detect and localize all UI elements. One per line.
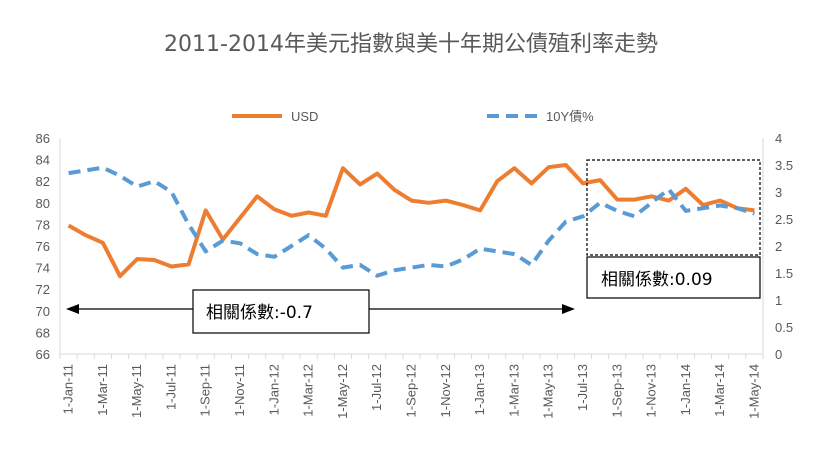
y-left-tick-label: 74 — [36, 261, 50, 276]
x-tick-label: 1-Mar-12 — [301, 364, 316, 417]
x-tick-label: 1-May-11 — [129, 364, 144, 418]
y-right-tick-label: 1 — [775, 293, 782, 308]
x-tick-label: 1-Nov-11 — [232, 364, 247, 417]
x-tick-label: 1-Mar-11 — [95, 364, 110, 416]
x-tick-label: 1-Nov-13 — [644, 364, 659, 417]
arrow-left-head-icon — [66, 304, 79, 314]
x-tick-label: 1-Jul-13 — [575, 364, 590, 411]
x-tick-label: 1-Jan-13 — [472, 364, 487, 415]
x-tick-label: 1-May-14 — [746, 364, 761, 419]
x-tick-label: 1-Sep-13 — [609, 364, 624, 417]
legend: USD 10Y債% — [232, 109, 594, 124]
y-left-tick-label: 68 — [36, 325, 50, 340]
y-left-tick-label: 76 — [36, 239, 50, 254]
right-correlation-text: 相關係數:0.09 — [601, 270, 713, 290]
x-tick-label: 1-Jan-11 — [61, 364, 76, 414]
left-correlation-annotation: 相關係數:-0.7 — [66, 289, 575, 334]
y-left-tick-label: 66 — [36, 347, 50, 362]
y-right-tick-label: 1.5 — [775, 266, 793, 281]
right-correlation-box — [586, 256, 761, 299]
x-tick-label: 1-Mar-13 — [506, 364, 521, 417]
legend-bond-label: 10Y債% — [546, 109, 594, 124]
y-right-tick-label: 3 — [775, 185, 782, 200]
x-tick-label: 1-Sep-12 — [404, 364, 419, 417]
x-tick-label: 1-May-13 — [541, 364, 556, 419]
axes: 66 68 70 72 74 76 78 80 82 84 86 0 0.5 1 1.5 2 2.5 3 3.5 4 1… — [36, 131, 794, 419]
x-tick-label: 1-Nov-12 — [438, 364, 453, 417]
y-right-tick-label: 2.5 — [775, 212, 793, 227]
left-correlation-text: 相關係數:-0.7 — [206, 303, 313, 323]
left-correlation-box — [192, 289, 370, 334]
x-tick-label: 1-Sep-11 — [198, 364, 213, 417]
y-left-tick-label: 78 — [36, 217, 50, 232]
x-tick-label: 1-Jan-12 — [266, 364, 281, 415]
x-tick-label: 1-Jul-11 — [163, 364, 178, 410]
highlight-region-box — [586, 159, 761, 256]
y-left-tick-label: 82 — [36, 174, 50, 189]
legend-usd-label: USD — [291, 109, 318, 124]
y-right-tick-label: 0.5 — [775, 320, 793, 335]
y-left-tick-label: 80 — [36, 196, 50, 211]
right-correlation-annotation: 相關係數:0.09 — [586, 159, 761, 299]
arrow-right-head-icon — [562, 304, 575, 314]
x-tick-label: 1-May-12 — [335, 364, 350, 419]
series-line-usd — [67, 163, 755, 279]
x-tick-label: 1-Mar-14 — [712, 364, 727, 417]
y-right-tick-label: 0 — [775, 347, 782, 362]
y-left-tick-label: 72 — [36, 282, 50, 297]
y-left-tick-label: 70 — [36, 304, 50, 319]
series-line-10y — [68, 165, 756, 278]
y-left-tick-label: 84 — [36, 153, 50, 168]
y-right-tick-label: 3.5 — [775, 158, 793, 173]
y-right-tick-label: 2 — [775, 239, 782, 254]
series-layer — [67, 163, 756, 279]
y-left-tick-label: 86 — [36, 131, 50, 146]
x-tick-label: 1-Jul-12 — [369, 364, 384, 411]
y-right-tick-label: 4 — [775, 131, 782, 146]
x-tick-label: 1-Jan-14 — [678, 364, 693, 415]
chart-title: 2011-2014年美元指數與美十年期公債殖利率走勢 — [164, 32, 658, 57]
